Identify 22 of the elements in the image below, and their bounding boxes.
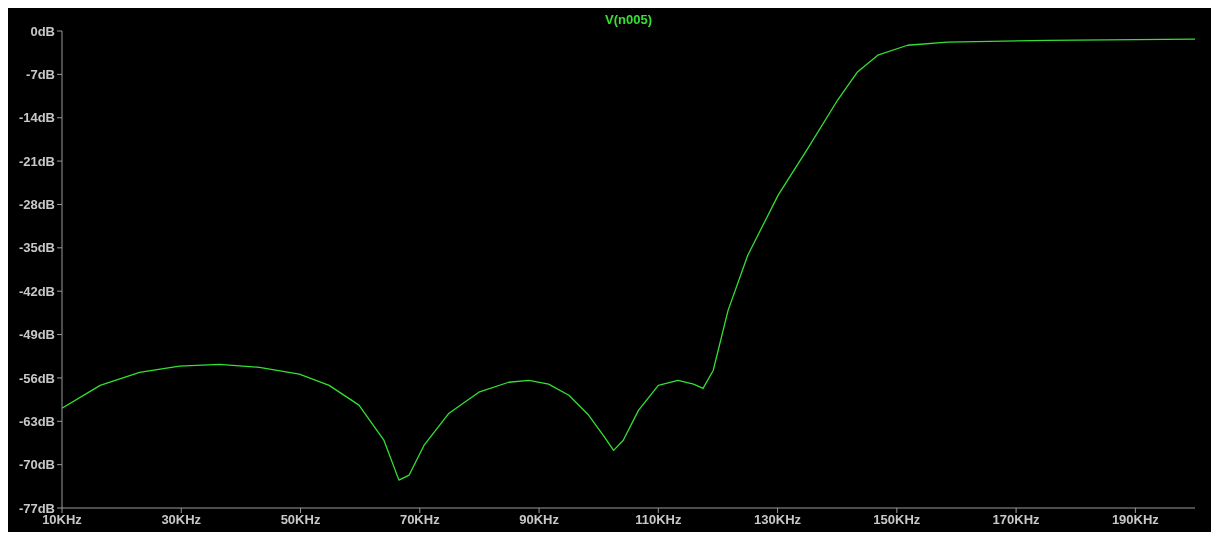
x-tick-label: 130KHz: [754, 512, 802, 528]
y-tick-label: -49dB: [18, 327, 55, 343]
y-tick-label: -35dB: [18, 240, 55, 256]
line-series: [62, 38, 1195, 481]
y-tick-label: -28dB: [18, 197, 55, 213]
y-tick-label: -7dB: [26, 66, 55, 82]
y-tick-label: -14dB: [18, 110, 55, 126]
y-tick-label: -42dB: [18, 283, 55, 299]
y-tick-label: -56dB: [18, 370, 55, 386]
y-tick-label: -21dB: [18, 153, 55, 169]
text: V(n005): [605, 12, 652, 27]
y-tick-label: -63dB: [18, 413, 55, 429]
y-tick-label: 0dB: [30, 23, 55, 39]
y-tick-label: -70dB: [18, 457, 55, 473]
x-tick-label: 150KHz: [873, 512, 921, 528]
x-tick-label: 90KHz: [519, 512, 560, 528]
x-tick-label: 170KHz: [992, 512, 1041, 528]
x-tick-label: 50KHz: [280, 512, 321, 528]
x-tick-label: 190KHz: [1111, 512, 1160, 528]
x-tick-label: 30KHz: [161, 512, 202, 528]
x-tick-label: 110KHz: [635, 512, 682, 528]
x-tick-label: 70KHz: [399, 512, 441, 528]
